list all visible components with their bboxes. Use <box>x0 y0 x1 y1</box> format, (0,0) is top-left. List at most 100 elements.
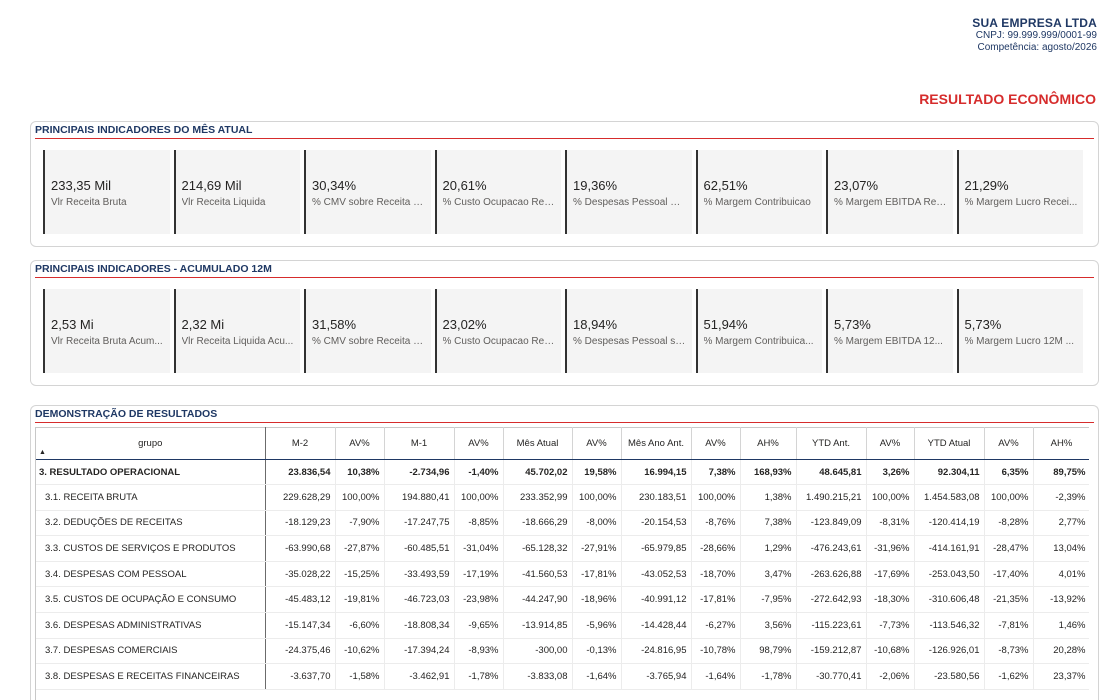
table-row[interactable]: 3.3. CUSTOS DE SERVIÇOS E PRODUTOS -63.99… <box>36 535 1089 562</box>
12m-kpi-card[interactable]: 2,53 Mi Vlr Receita Bruta Acum... <box>43 289 170 373</box>
month-kpi-card[interactable]: 20,61% % Custo Ocupacao Rec... <box>434 150 561 234</box>
column-header[interactable]: AV% <box>984 427 1034 460</box>
kpi-value: 2,53 Mi <box>51 317 94 332</box>
12m-indicators-panel: PRINCIPAIS INDICADORES - ACUMULADO 12M 2… <box>30 260 1099 386</box>
12m-kpi-card[interactable]: 51,94% % Margem Contribuica... <box>695 289 822 373</box>
column-header-label: YTD Atual <box>927 438 971 449</box>
table-cell: 23,37% <box>1033 663 1089 690</box>
table-row[interactable]: 3.2. DEDUÇÕES DE RECEITAS -18.129,23 -7,90… <box>36 510 1089 537</box>
table-row[interactable]: 3.4. DESPESAS COM PESSOAL -35.028,22 -15,2… <box>36 561 1089 588</box>
kpi-label: Vlr Receita Liquida <box>181 197 266 208</box>
table-cell: -14.428,44 <box>621 612 692 639</box>
table-row[interactable]: 3.6. DESPESAS ADMINISTRATIVAS -15.147,34-… <box>36 612 1089 639</box>
table-cell: 1,46% <box>1033 612 1089 639</box>
table-cell: -18,70% <box>691 561 741 588</box>
column-header[interactable]: AH% <box>1033 427 1089 460</box>
row-group-label: 3.3. CUSTOS DE SERVIÇOS E PRODUTOS <box>36 535 266 562</box>
column-header-label: M-1 <box>410 438 428 449</box>
month-kpi-card[interactable]: 19,36% % Despesas Pessoal Re... <box>565 150 692 234</box>
kpi-value: 30,34% <box>312 178 357 193</box>
company-name: SUA EMPRESA LTDA <box>972 16 1097 30</box>
row-group-label: 3.7. DESPESAS COMERCIAIS <box>36 638 266 665</box>
table-cell: 194.880,41 <box>384 484 455 511</box>
table-cell: 230.183,51 <box>621 484 692 511</box>
table-cell: -15,25% <box>335 561 385 588</box>
column-header[interactable]: YTD Ant. <box>796 427 867 460</box>
table-cell: -3.833,08 <box>503 663 573 690</box>
table-cell: -1,64% <box>691 663 741 690</box>
row-group-label: 3.1. RECEITA BRUTA <box>36 484 266 511</box>
column-header[interactable]: AV% <box>691 427 741 460</box>
12m-kpi-card[interactable]: 23,02% % Custo Ocupacao Rec... <box>434 289 561 373</box>
table-cell: 10,38% <box>335 459 385 485</box>
table-cell: -24.375,46 <box>265 638 336 665</box>
column-header[interactable]: M-2 <box>265 427 336 460</box>
table-cell: 100,00% <box>691 484 741 511</box>
table-cell: 89,75% <box>1033 459 1089 485</box>
table-cell: -8,85% <box>454 510 504 537</box>
column-header[interactable]: grupo ▲ <box>36 427 266 460</box>
dre-table-container[interactable]: grupo ▲ M-2 AV% M-1 AV% Mês Atual AV% Mês Ano An… <box>35 427 1089 700</box>
table-cell: -19,81% <box>335 586 385 613</box>
12m-kpi-card[interactable]: 2,32 Mi Vlr Receita Liquida Acu... <box>173 289 300 373</box>
table-cell: -7,95% <box>740 586 797 613</box>
kpi-label: % Custo Ocupacao Rec... <box>442 197 557 208</box>
month-panel-divider <box>35 138 1094 139</box>
column-header[interactable]: AV% <box>866 427 915 460</box>
column-header[interactable]: YTD Atual <box>914 427 985 460</box>
month-kpi-card[interactable]: 30,34% % CMV sobre Receita L... <box>304 150 431 234</box>
12m-kpi-card[interactable]: 5,73% % Margem EBITDA 12... <box>826 289 953 373</box>
table-cell: -27,87% <box>335 535 385 562</box>
12m-panel-title: PRINCIPAIS INDICADORES - ACUMULADO 12M <box>35 263 272 275</box>
kpi-label: % CMV sobre Receita L... <box>312 197 426 208</box>
table-cell: -1,58% <box>335 663 385 690</box>
column-header[interactable]: AV% <box>335 427 385 460</box>
12m-kpi-card[interactable]: 18,94% % Despesas Pessoal so... <box>565 289 692 373</box>
column-header[interactable]: Mês Ano Ant. <box>621 427 692 460</box>
month-kpi-card[interactable]: 233,35 Mil Vlr Receita Bruta <box>43 150 170 234</box>
month-kpi-card[interactable]: 214,69 Mil Vlr Receita Liquida <box>173 150 300 234</box>
table-row[interactable]: 3.5. CUSTOS DE OCUPAÇÃO E CONSUMO -45.483… <box>36 586 1089 613</box>
month-kpi-card[interactable]: 21,29% % Margem Lucro Recei... <box>956 150 1083 234</box>
kpi-label: % Despesas Pessoal so... <box>573 336 687 347</box>
column-header[interactable]: Mês Atual <box>503 427 573 460</box>
table-cell: -310.606,48 <box>914 586 985 613</box>
table-row[interactable]: 3.1. RECEITA BRUTA 229.628,29 100,00% 194.8… <box>36 484 1089 511</box>
table-cell: -272.642,93 <box>796 586 867 613</box>
table-row[interactable]: 3.7. DESPESAS COMERCIAIS -24.375,46 -10,62… <box>36 638 1089 665</box>
month-kpi-card[interactable]: 62,51% % Margem Contribuicao <box>695 150 822 234</box>
column-header-label: AV% <box>468 438 489 449</box>
column-header-label: AH% <box>757 438 779 449</box>
kpi-value: 23,02% <box>442 317 487 332</box>
table-cell: -41.560,53 <box>503 561 573 588</box>
column-header[interactable]: M-1 <box>384 427 455 460</box>
column-header-label: Mês Ano Ant. <box>628 438 684 449</box>
table-cell: -7,73% <box>866 612 915 639</box>
row-group-label: 3.6. DESPESAS ADMINISTRATIVAS <box>36 612 266 639</box>
12m-kpi-card[interactable]: 5,73% % Margem Lucro 12M ... <box>956 289 1083 373</box>
kpi-value: 5,73% <box>834 317 871 332</box>
month-kpi-card[interactable]: 23,07% % Margem EBITDA Rec... <box>826 150 953 234</box>
company-competencia: Competência: agosto/2026 <box>977 42 1097 53</box>
table-cell: 98,79% <box>740 638 797 665</box>
table-cell: 23.836,54 <box>265 459 336 485</box>
table-cell: -17,19% <box>454 561 504 588</box>
column-header[interactable]: AH% <box>740 427 797 460</box>
table-cell: -1,78% <box>454 663 504 690</box>
kpi-label: % Margem Lucro Recei... <box>964 197 1078 208</box>
column-header[interactable]: AV% <box>572 427 622 460</box>
table-cell: -263.626,88 <box>796 561 867 588</box>
table-cell: -9,65% <box>454 612 504 639</box>
column-header-label: AV% <box>586 438 607 449</box>
table-row[interactable]: 3. RESULTADO OPERACIONAL 23.836,54 10,38% -… <box>36 459 1089 485</box>
row-group-label: 3.8. DESPESAS E RECEITAS FINANCEIRAS <box>36 663 266 690</box>
table-cell: 16.994,15 <box>621 459 692 485</box>
12m-kpi-card[interactable]: 31,58% % CMV sobre Receita L... <box>304 289 431 373</box>
table-cell: 2,77% <box>1033 510 1089 537</box>
table-row[interactable]: 3.8. DESPESAS E RECEITAS FINANCEIRAS -3.6… <box>36 663 1089 690</box>
table-cell: -300,00 <box>503 638 573 665</box>
column-header-label: grupo <box>138 438 163 449</box>
table-cell: 7,38% <box>740 510 797 537</box>
column-header[interactable]: AV% <box>454 427 504 460</box>
sort-ascending-icon[interactable]: ▲ <box>39 449 46 456</box>
